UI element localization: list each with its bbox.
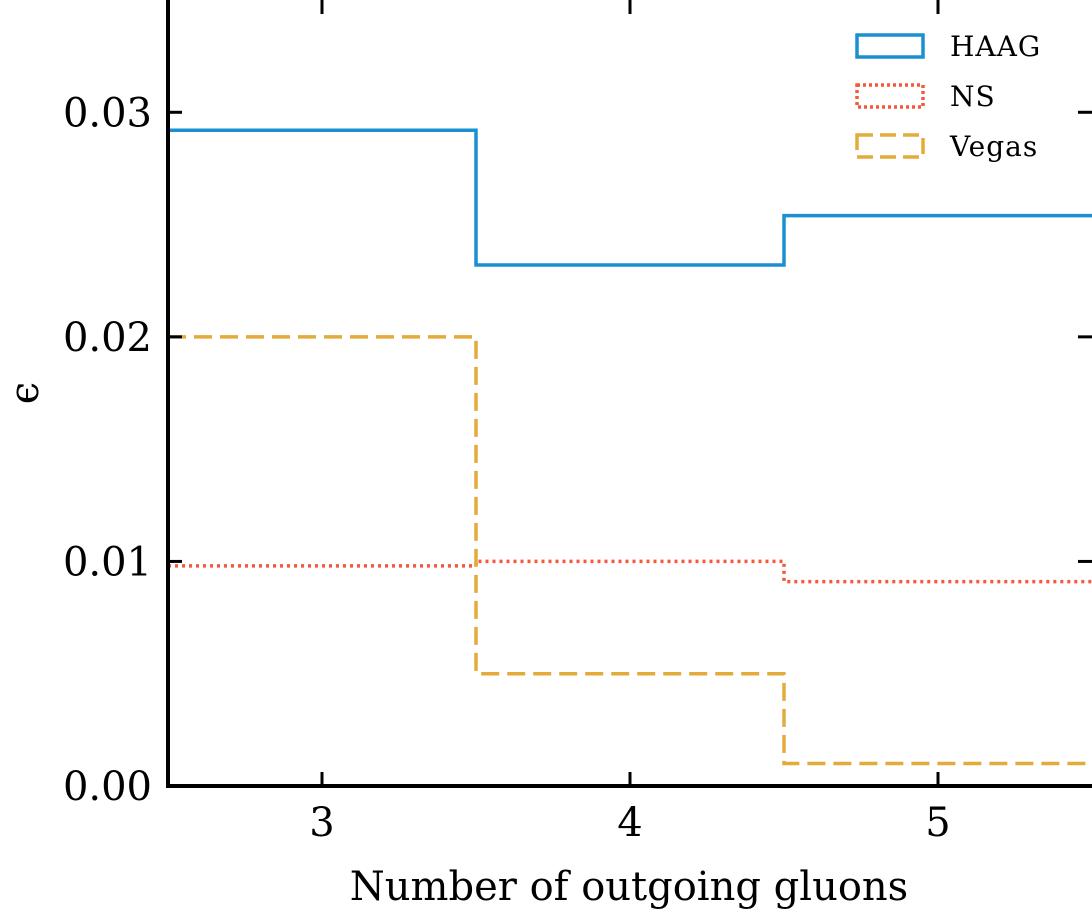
series-line-haag [168, 128, 1092, 267]
x-tick-label: 4 [617, 800, 642, 846]
y-tick-label: 0.03 [63, 90, 152, 136]
x-tick-label: 3 [309, 800, 334, 846]
series-layer [168, 128, 1092, 766]
x-axis-label: Number of outgoing gluons [350, 864, 908, 910]
series-line-vegas [168, 335, 1092, 766]
legend-swatch-ns [855, 83, 925, 109]
legend-label-ns: NS [950, 80, 996, 113]
legend-label-haag: HAAG [950, 30, 1041, 63]
y-axis-label: ϵ [2, 382, 48, 404]
legend-swatch-haag [855, 33, 925, 59]
y-tick-label: 0.01 [63, 539, 152, 585]
y-tick-label: 0.02 [63, 315, 152, 361]
legend: HAAG NS Vegas [855, 30, 1041, 163]
ticks-layer: 3 4 5 0.00 0.01 0.02 0.03 [63, 0, 1092, 846]
x-tick-label: 5 [925, 800, 950, 846]
legend-label-vegas: Vegas [949, 130, 1038, 163]
y-tick-label: 0.00 [63, 764, 152, 810]
legend-swatch-vegas [855, 133, 925, 159]
plot-frame [166, 0, 1092, 788]
series-line-ns [168, 559, 1092, 584]
axes-layer [166, 0, 1092, 788]
